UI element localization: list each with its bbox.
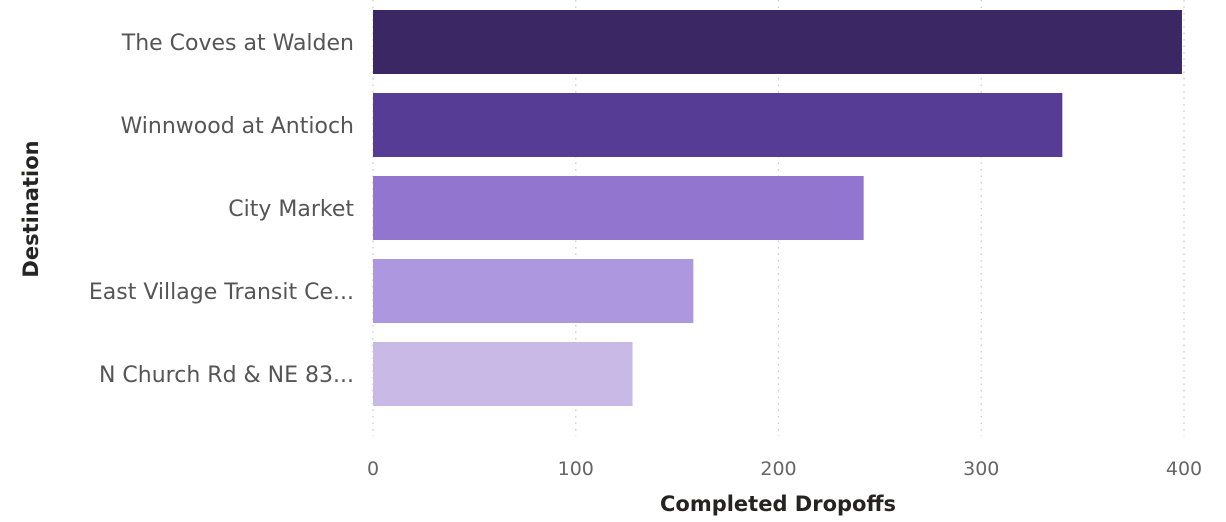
category-label: East Village Transit Ce... xyxy=(89,280,354,305)
category-labels: The Coves at Walden Winnwood at Antioch Ci… xyxy=(89,31,354,388)
x-tick-label: 0 xyxy=(367,458,379,480)
y-axis-title: Destination xyxy=(19,140,43,277)
bars xyxy=(373,10,1182,406)
x-tick-label: 100 xyxy=(558,458,594,480)
x-tick-labels: 0 100 200 300 400 xyxy=(367,458,1202,480)
bar[interactable] xyxy=(373,176,864,240)
category-label: Winnwood at Antioch xyxy=(121,114,354,139)
category-label: N Church Rd & NE 83... xyxy=(99,363,354,388)
bar[interactable] xyxy=(373,259,694,323)
bar[interactable] xyxy=(373,93,1063,157)
bar[interactable] xyxy=(373,10,1182,74)
x-tick-label: 400 xyxy=(1166,458,1202,480)
category-label: The Coves at Walden xyxy=(121,31,354,56)
x-axis-title: Completed Dropoffs xyxy=(660,492,896,516)
category-label: City Market xyxy=(228,197,354,222)
bar[interactable] xyxy=(373,342,633,406)
x-tick-label: 200 xyxy=(760,458,796,480)
x-tick-label: 300 xyxy=(963,458,999,480)
